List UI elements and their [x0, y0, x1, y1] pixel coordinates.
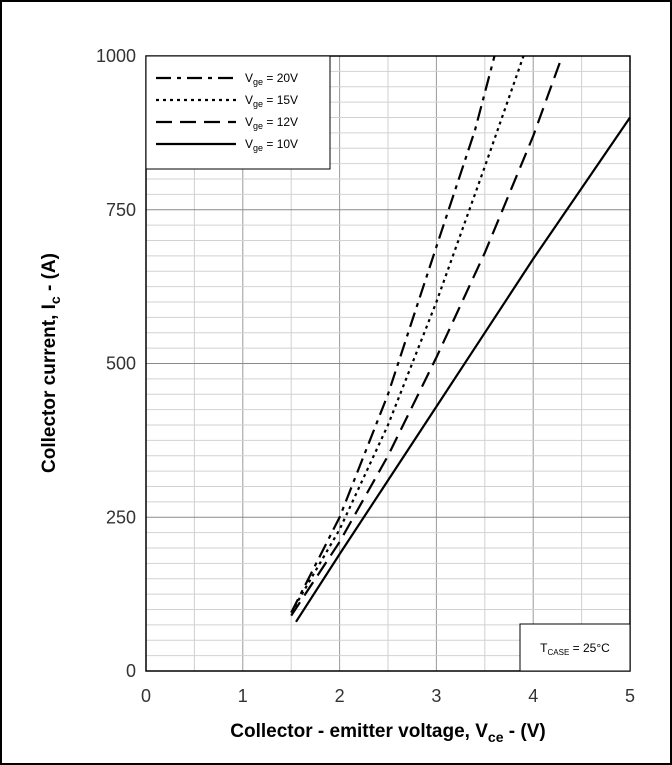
- legend-label: Vge = 10V: [245, 137, 298, 153]
- y-tick-label: 1000: [96, 46, 136, 66]
- series-line: [290, 55, 496, 614]
- legend: Vge = 20V Vge = 15V Vge = 12V Vge = 10V: [145, 55, 331, 170]
- case-temperature-note: TCASE = 25°C: [519, 623, 631, 672]
- series-layer: [290, 55, 631, 623]
- x-axis-title: Collector - emitter voltage, Vce - (V): [230, 721, 545, 745]
- y-tick-label: 500: [106, 354, 136, 374]
- x-tick-label: 4: [528, 686, 538, 706]
- y-tick-label: 0: [126, 661, 136, 681]
- x-tick-label: 5: [625, 686, 635, 706]
- series-line: [290, 55, 525, 614]
- grid: [146, 56, 630, 671]
- svg-text:TCASE = 25°C: TCASE = 25°C: [540, 641, 610, 657]
- y-tick-label: 250: [106, 507, 136, 527]
- legend-label: Vge = 20V: [245, 71, 298, 87]
- x-tick-label: 0: [141, 686, 151, 706]
- series-line: [295, 116, 631, 623]
- legend-label: Vge = 15V: [245, 93, 298, 109]
- series-line: [290, 55, 564, 617]
- x-tick-label: 1: [238, 686, 248, 706]
- tick-labels: 0 1 2 3 4 5 0 250 500 750 1000: [96, 46, 635, 706]
- y-tick-label: 750: [106, 200, 136, 220]
- plot-area: [145, 55, 631, 672]
- legend-label: Vge = 12V: [245, 115, 298, 131]
- x-tick-label: 3: [431, 686, 441, 706]
- y-axis-title: Collector current, Ic - (A): [39, 253, 63, 473]
- x-tick-label: 2: [335, 686, 345, 706]
